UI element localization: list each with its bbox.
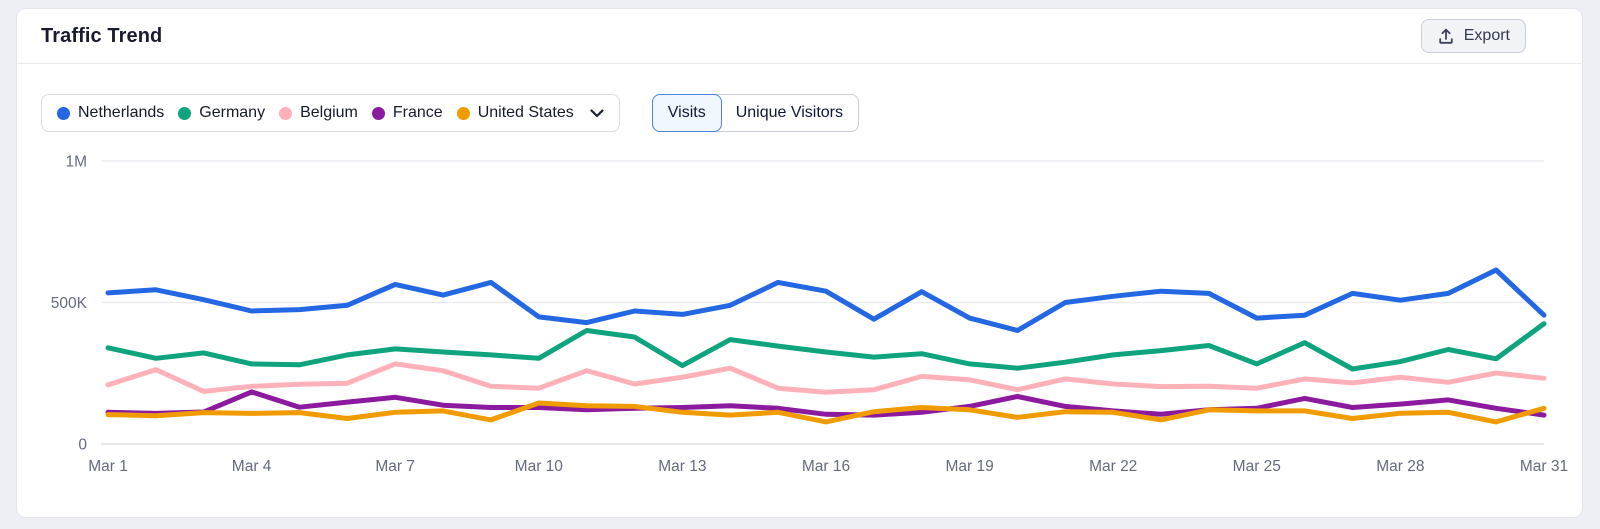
legend-color-dot: [57, 106, 70, 120]
series-line-france[interactable]: [105, 389, 1547, 418]
x-axis-tick-label: Mar 22: [1089, 458, 1137, 475]
x-axis-tick-label: Mar 1: [88, 458, 128, 475]
upload-icon: [1437, 27, 1455, 45]
traffic-trend-card: Traffic Trend Export Netherlands Germany B…: [16, 8, 1583, 518]
x-axis-tick-label: Mar 31: [1520, 458, 1568, 475]
legend-item-belgium[interactable]: Belgium: [279, 104, 358, 122]
legend-item-label: Belgium: [300, 104, 358, 121]
series-line-netherlands[interactable]: [105, 267, 1547, 333]
x-axis-tick-label: Mar 13: [658, 458, 706, 475]
series-line-belgium[interactable]: [105, 361, 1547, 395]
legend-item-united-states[interactable]: United States: [456, 104, 574, 122]
legend-item-netherlands[interactable]: Netherlands: [57, 104, 164, 122]
x-axis-tick-label: Mar 10: [515, 458, 564, 475]
series-line-united-states[interactable]: [105, 400, 1547, 425]
legend-item-label: France: [392, 104, 443, 121]
x-axis-tick-label: Mar 28: [1376, 458, 1424, 475]
chart-controls: Netherlands Germany Belgium France United St…: [41, 94, 1558, 132]
x-axis-tick-label: Mar 25: [1233, 458, 1281, 475]
legend-color-dot: [178, 106, 192, 120]
traffic-trend-chart[interactable]: 0 500K 1M Mar 1 Mar 4 Mar 7 Mar 10 Mar 13 Mar 16…: [17, 141, 1584, 491]
legend-color-dot: [371, 106, 385, 120]
toggle-option-unique-visitors[interactable]: Unique Visitors: [735, 104, 843, 121]
export-button-label: Export: [1463, 27, 1510, 44]
x-axis-tick-label: Mar 4: [232, 458, 272, 475]
chevron-down-icon[interactable]: [590, 108, 604, 118]
legend-dropdown[interactable]: Netherlands Germany Belgium France United St…: [41, 94, 620, 132]
card-header: Traffic Trend Export: [17, 9, 1582, 64]
page-title: Traffic Trend: [41, 24, 163, 47]
line-chart-canvas[interactable]: 0 500K 1M Mar 1 Mar 4 Mar 7 Mar 10 Mar 13 Mar 16…: [17, 141, 1584, 491]
y-axis-tick-label: 1M: [65, 154, 87, 171]
legend-color-dot: [456, 106, 470, 120]
legend-item-france[interactable]: France: [371, 104, 443, 122]
metric-toggle: Visits Unique Visitors: [651, 94, 859, 132]
series-line-germany[interactable]: [105, 321, 1547, 372]
legend-color-dot: [279, 106, 293, 120]
y-axis-tick-label: 0: [78, 437, 87, 454]
y-axis-tick-label: 500K: [51, 295, 88, 312]
legend-item-germany[interactable]: Germany: [178, 104, 265, 122]
x-axis-tick-label: Mar 7: [375, 458, 415, 475]
export-button[interactable]: Export: [1420, 19, 1526, 53]
toggle-option-visits[interactable]: Visits: [651, 94, 722, 132]
legend-item-label: Netherlands: [78, 104, 165, 121]
legend-item-label: Germany: [199, 104, 266, 121]
x-axis-tick-label: Mar 19: [945, 458, 993, 475]
x-axis-tick-label: Mar 16: [802, 458, 850, 475]
legend-item-label: United States: [477, 104, 574, 121]
